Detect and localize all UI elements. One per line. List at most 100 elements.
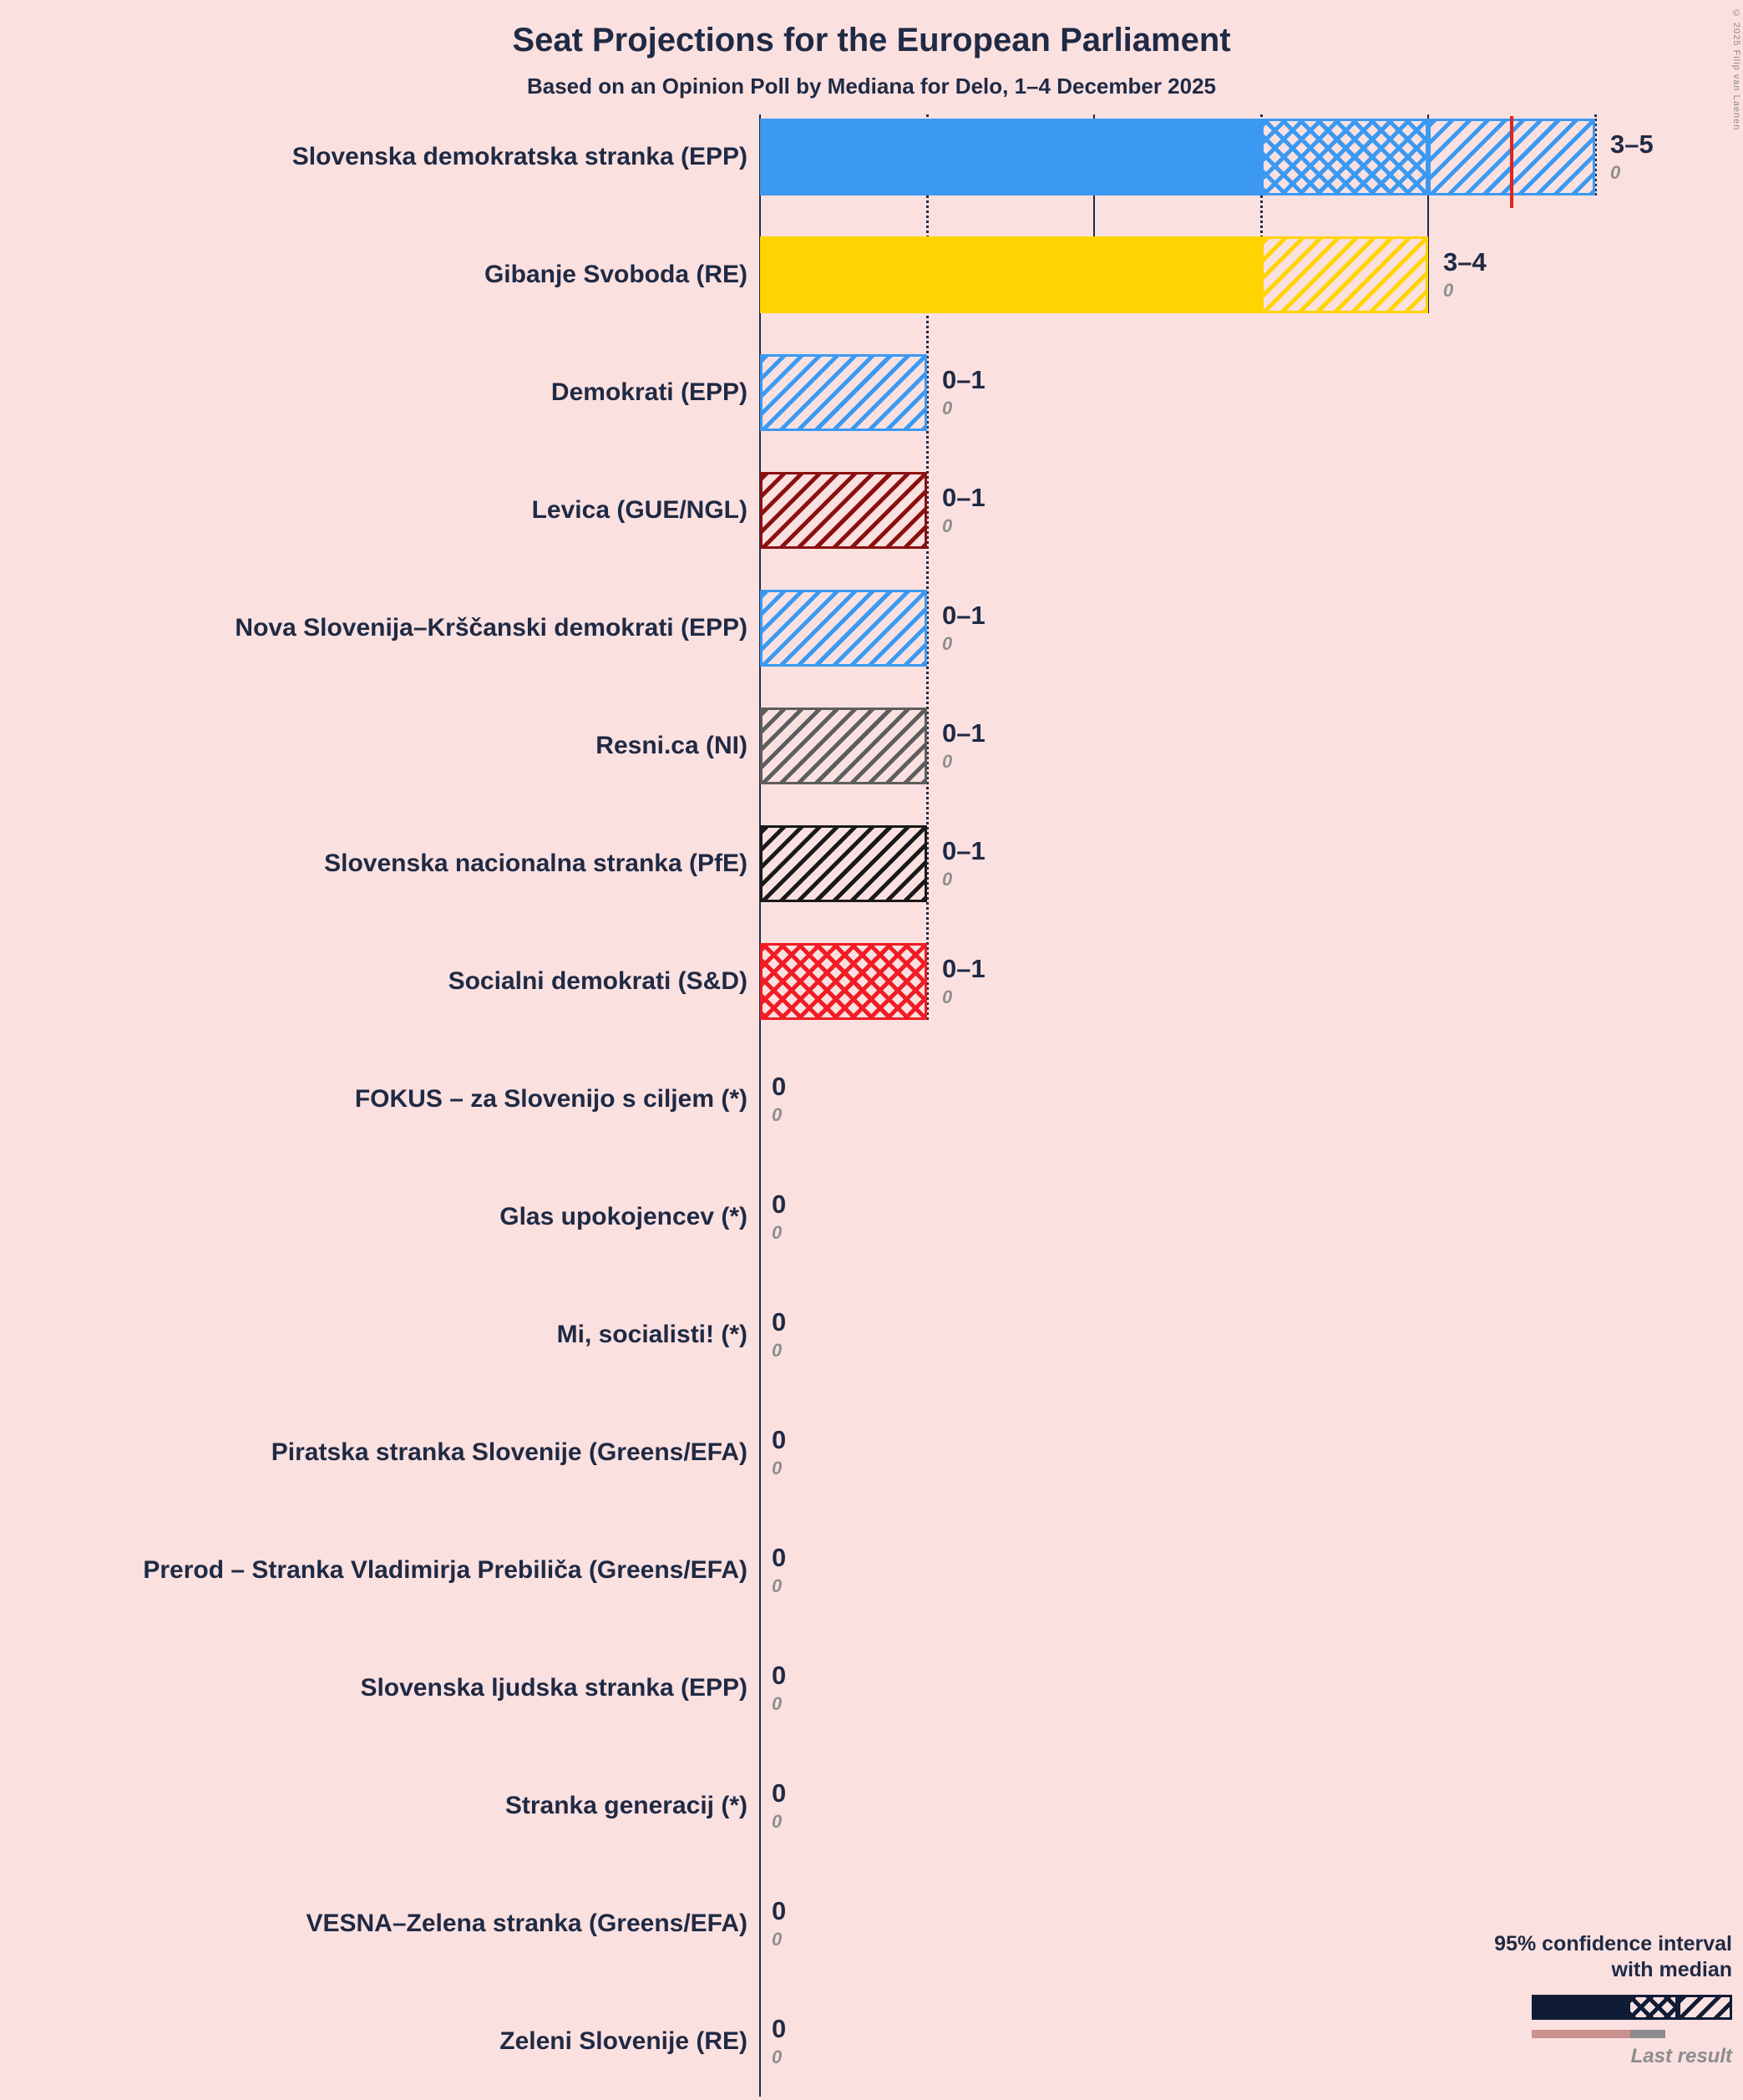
party-row: Prerod – Stranka Vladimirja Prebiliča (G…: [0, 1532, 1743, 1609]
ci-label: 0: [772, 1189, 787, 1219]
legend-solid-segment: [1532, 1995, 1628, 2020]
value-label: 0 0: [772, 1897, 786, 1950]
ci-label: 0–1: [942, 601, 986, 630]
bar-segment: [1261, 236, 1428, 313]
bar: [0, 472, 1743, 549]
value-label: 0 0: [772, 2015, 786, 2068]
ci-label: 0: [772, 2014, 787, 2043]
gridline: [1427, 114, 1429, 313]
ci-label: 0: [772, 1661, 787, 1690]
value-label: 0 0: [772, 1426, 786, 1479]
party-label: Slovenska ljudska stranka (EPP): [360, 1674, 747, 1702]
value-label: 0 0: [772, 1661, 786, 1715]
party-label: Levica (GUE/NGL): [531, 496, 747, 524]
party-row: Nova Slovenija–Krščanski demokrati (EPP)…: [0, 590, 1743, 667]
last-result-label: 0: [942, 987, 953, 1007]
last-result-label: 0: [772, 1811, 783, 1832]
last-result-label: 0: [772, 1575, 783, 1596]
value-label: 0–1 0: [942, 955, 986, 1008]
party-label: Glas upokojencev (*): [499, 1203, 747, 1230]
last-result-label: 0: [942, 869, 953, 890]
bar-segment: [760, 354, 927, 431]
legend-hatch-segment: [1678, 1995, 1732, 2020]
ci-label: 0: [772, 1896, 787, 1925]
last-result-label: 0: [772, 1340, 783, 1361]
last-result-label: 0: [942, 398, 953, 418]
ci-label: 3–5: [1610, 129, 1654, 159]
last-result-label: 0: [942, 751, 953, 772]
chart-subtitle: Based on an Opinion Poll by Mediana for …: [526, 74, 1217, 99]
ci-label: 0: [772, 1307, 787, 1337]
value-label: 3–5 0: [1610, 130, 1654, 184]
chart-title: Seat Projections for the European Parlia…: [512, 22, 1231, 58]
bar: [0, 354, 1743, 431]
gridline: [1260, 114, 1263, 313]
gridline: [1093, 114, 1095, 313]
value-label: 0–1 0: [942, 837, 986, 890]
party-label: Socialni demokrati (S&D): [448, 967, 747, 995]
party-label: VESNA–Zelena stranka (Greens/EFA): [306, 1910, 747, 1937]
party-label: FOKUS – za Slovenijo s ciljem (*): [354, 1085, 747, 1113]
value-label: 0 0: [772, 1073, 786, 1126]
bar: [0, 1650, 1743, 1727]
legend-last-result-line: [1532, 2030, 1732, 2038]
party-row: Zeleni Slovenije (RE) 0 0: [0, 2003, 1743, 2080]
ci-label: 3–4: [1443, 247, 1487, 276]
bar: [0, 1296, 1743, 1373]
party-label: Stranka generacij (*): [504, 1792, 747, 1819]
last-result-label: 0: [772, 1693, 783, 1714]
party-row: Gibanje Svoboda (RE) 3–4 0: [0, 236, 1743, 313]
last-result-label: 0: [772, 1222, 783, 1243]
value-label: 0 0: [772, 1544, 786, 1597]
party-row: Mi, socialisti! (*) 0 0: [0, 1296, 1743, 1373]
bar-segment: [760, 943, 927, 1020]
last-result-label: 0: [1610, 162, 1621, 183]
party-row: Stranka generacij (*) 0 0: [0, 1768, 1743, 1844]
ci-label: 0–1: [942, 365, 986, 394]
party-label: Mi, socialisti! (*): [556, 1321, 747, 1348]
bar: [0, 1414, 1743, 1491]
party-label: Slovenska nacionalna stranka (PfE): [324, 850, 747, 877]
party-label: Slovenska demokratska stranka (EPP): [291, 143, 747, 170]
last-result-label: 0: [772, 2047, 783, 2067]
bar-segment: [760, 825, 927, 902]
party-row: Levica (GUE/NGL) 0–1 0: [0, 472, 1743, 549]
party-label: Prerod – Stranka Vladimirja Prebiliča (G…: [143, 1556, 747, 1584]
legend-ci-bar: [1532, 1995, 1732, 2020]
party-row: Socialni demokrati (S&D) 0–1 0: [0, 943, 1743, 1020]
last-result-label: 0: [942, 633, 953, 654]
value-label: 0–1 0: [942, 601, 986, 655]
legend-last-result-label: Last result: [1630, 2045, 1732, 2067]
ci-label: 0–1: [942, 718, 986, 748]
bar: [0, 943, 1743, 1020]
party-row: FOKUS – za Slovenijo s ciljem (*) 0 0: [0, 1061, 1743, 1138]
party-row: Slovenska demokratska stranka (EPP) 3–5 …: [0, 119, 1743, 195]
value-label: 0 0: [772, 1308, 786, 1362]
last-result-label: 0: [772, 1929, 783, 1950]
party-label: Gibanje Svoboda (RE): [484, 261, 747, 288]
legend-cross-segment: [1628, 1995, 1678, 2020]
party-label: Demokrati (EPP): [550, 378, 747, 406]
bar: [0, 590, 1743, 667]
y-axis-line: [759, 114, 761, 2097]
bar-segment: [760, 590, 927, 667]
ci-label: 0: [772, 1072, 787, 1101]
copyright-notice: © 2025 Filip van Laenen: [1731, 8, 1741, 131]
last-result-label: 0: [942, 515, 953, 536]
party-label: Resni.ca (NI): [595, 732, 747, 759]
party-label: Nova Slovenija–Krščanski demokrati (EPP): [235, 614, 747, 642]
bar: [0, 708, 1743, 784]
last-result-label: 0: [772, 1458, 783, 1479]
bar: [0, 1768, 1743, 1844]
bar: [0, 825, 1743, 902]
median-marker: [1510, 116, 1513, 208]
legend-ci-text-line1: 95% confidence interval: [1494, 1932, 1732, 1955]
bar: [0, 1061, 1743, 1138]
bar-segment: [760, 472, 927, 549]
bar-segment: [1261, 119, 1428, 195]
last-result-label: 0: [772, 1104, 783, 1125]
ci-label: 0: [772, 1425, 787, 1454]
value-label: 0–1 0: [942, 719, 986, 773]
bar-segment: [760, 708, 927, 784]
